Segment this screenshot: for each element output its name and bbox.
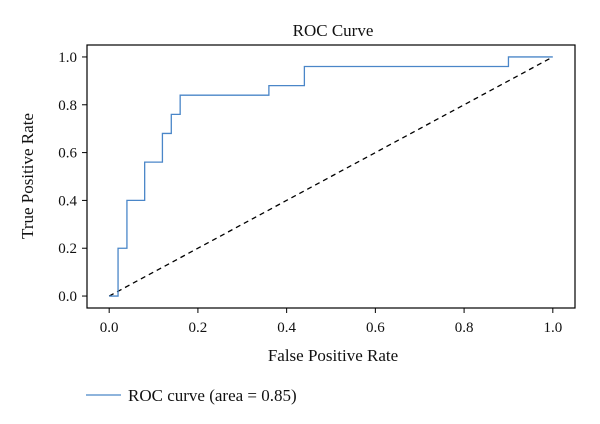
- y-tick-label: 0.4: [58, 193, 77, 209]
- reference-line-group: [108, 56, 554, 297]
- legend: ROC curve (area = 0.85): [86, 386, 297, 405]
- roc-curve-line: [109, 56, 553, 297]
- roc-series-group: [109, 56, 553, 297]
- y-axis: 0.0 0.2 0.4 0.6 0.8 1.0: [58, 50, 87, 305]
- x-tick-label: 0.2: [189, 320, 208, 336]
- legend-label: ROC curve (area = 0.85): [128, 386, 297, 405]
- x-tick-label: 0.6: [366, 320, 385, 336]
- x-tick-label: 0.8: [455, 320, 474, 336]
- y-tick-label: 1.0: [58, 50, 77, 66]
- y-tick-label: 0.6: [58, 146, 77, 162]
- y-axis-label: True Positive Rate: [18, 113, 37, 239]
- chart-title: ROC Curve: [293, 21, 374, 40]
- x-tick-label: 1.0: [543, 320, 562, 336]
- y-tick-label: 0.2: [58, 241, 77, 257]
- y-tick-label: 0.0: [58, 289, 77, 305]
- y-tick-label: 0.8: [58, 98, 77, 114]
- x-axis: 0.0 0.2 0.4 0.6 0.8 1.0: [100, 308, 562, 336]
- x-axis-label: False Positive Rate: [268, 346, 398, 365]
- x-tick-label: 0.0: [100, 320, 119, 336]
- reference-diagonal-line: [108, 56, 554, 297]
- x-tick-label: 0.4: [277, 320, 296, 336]
